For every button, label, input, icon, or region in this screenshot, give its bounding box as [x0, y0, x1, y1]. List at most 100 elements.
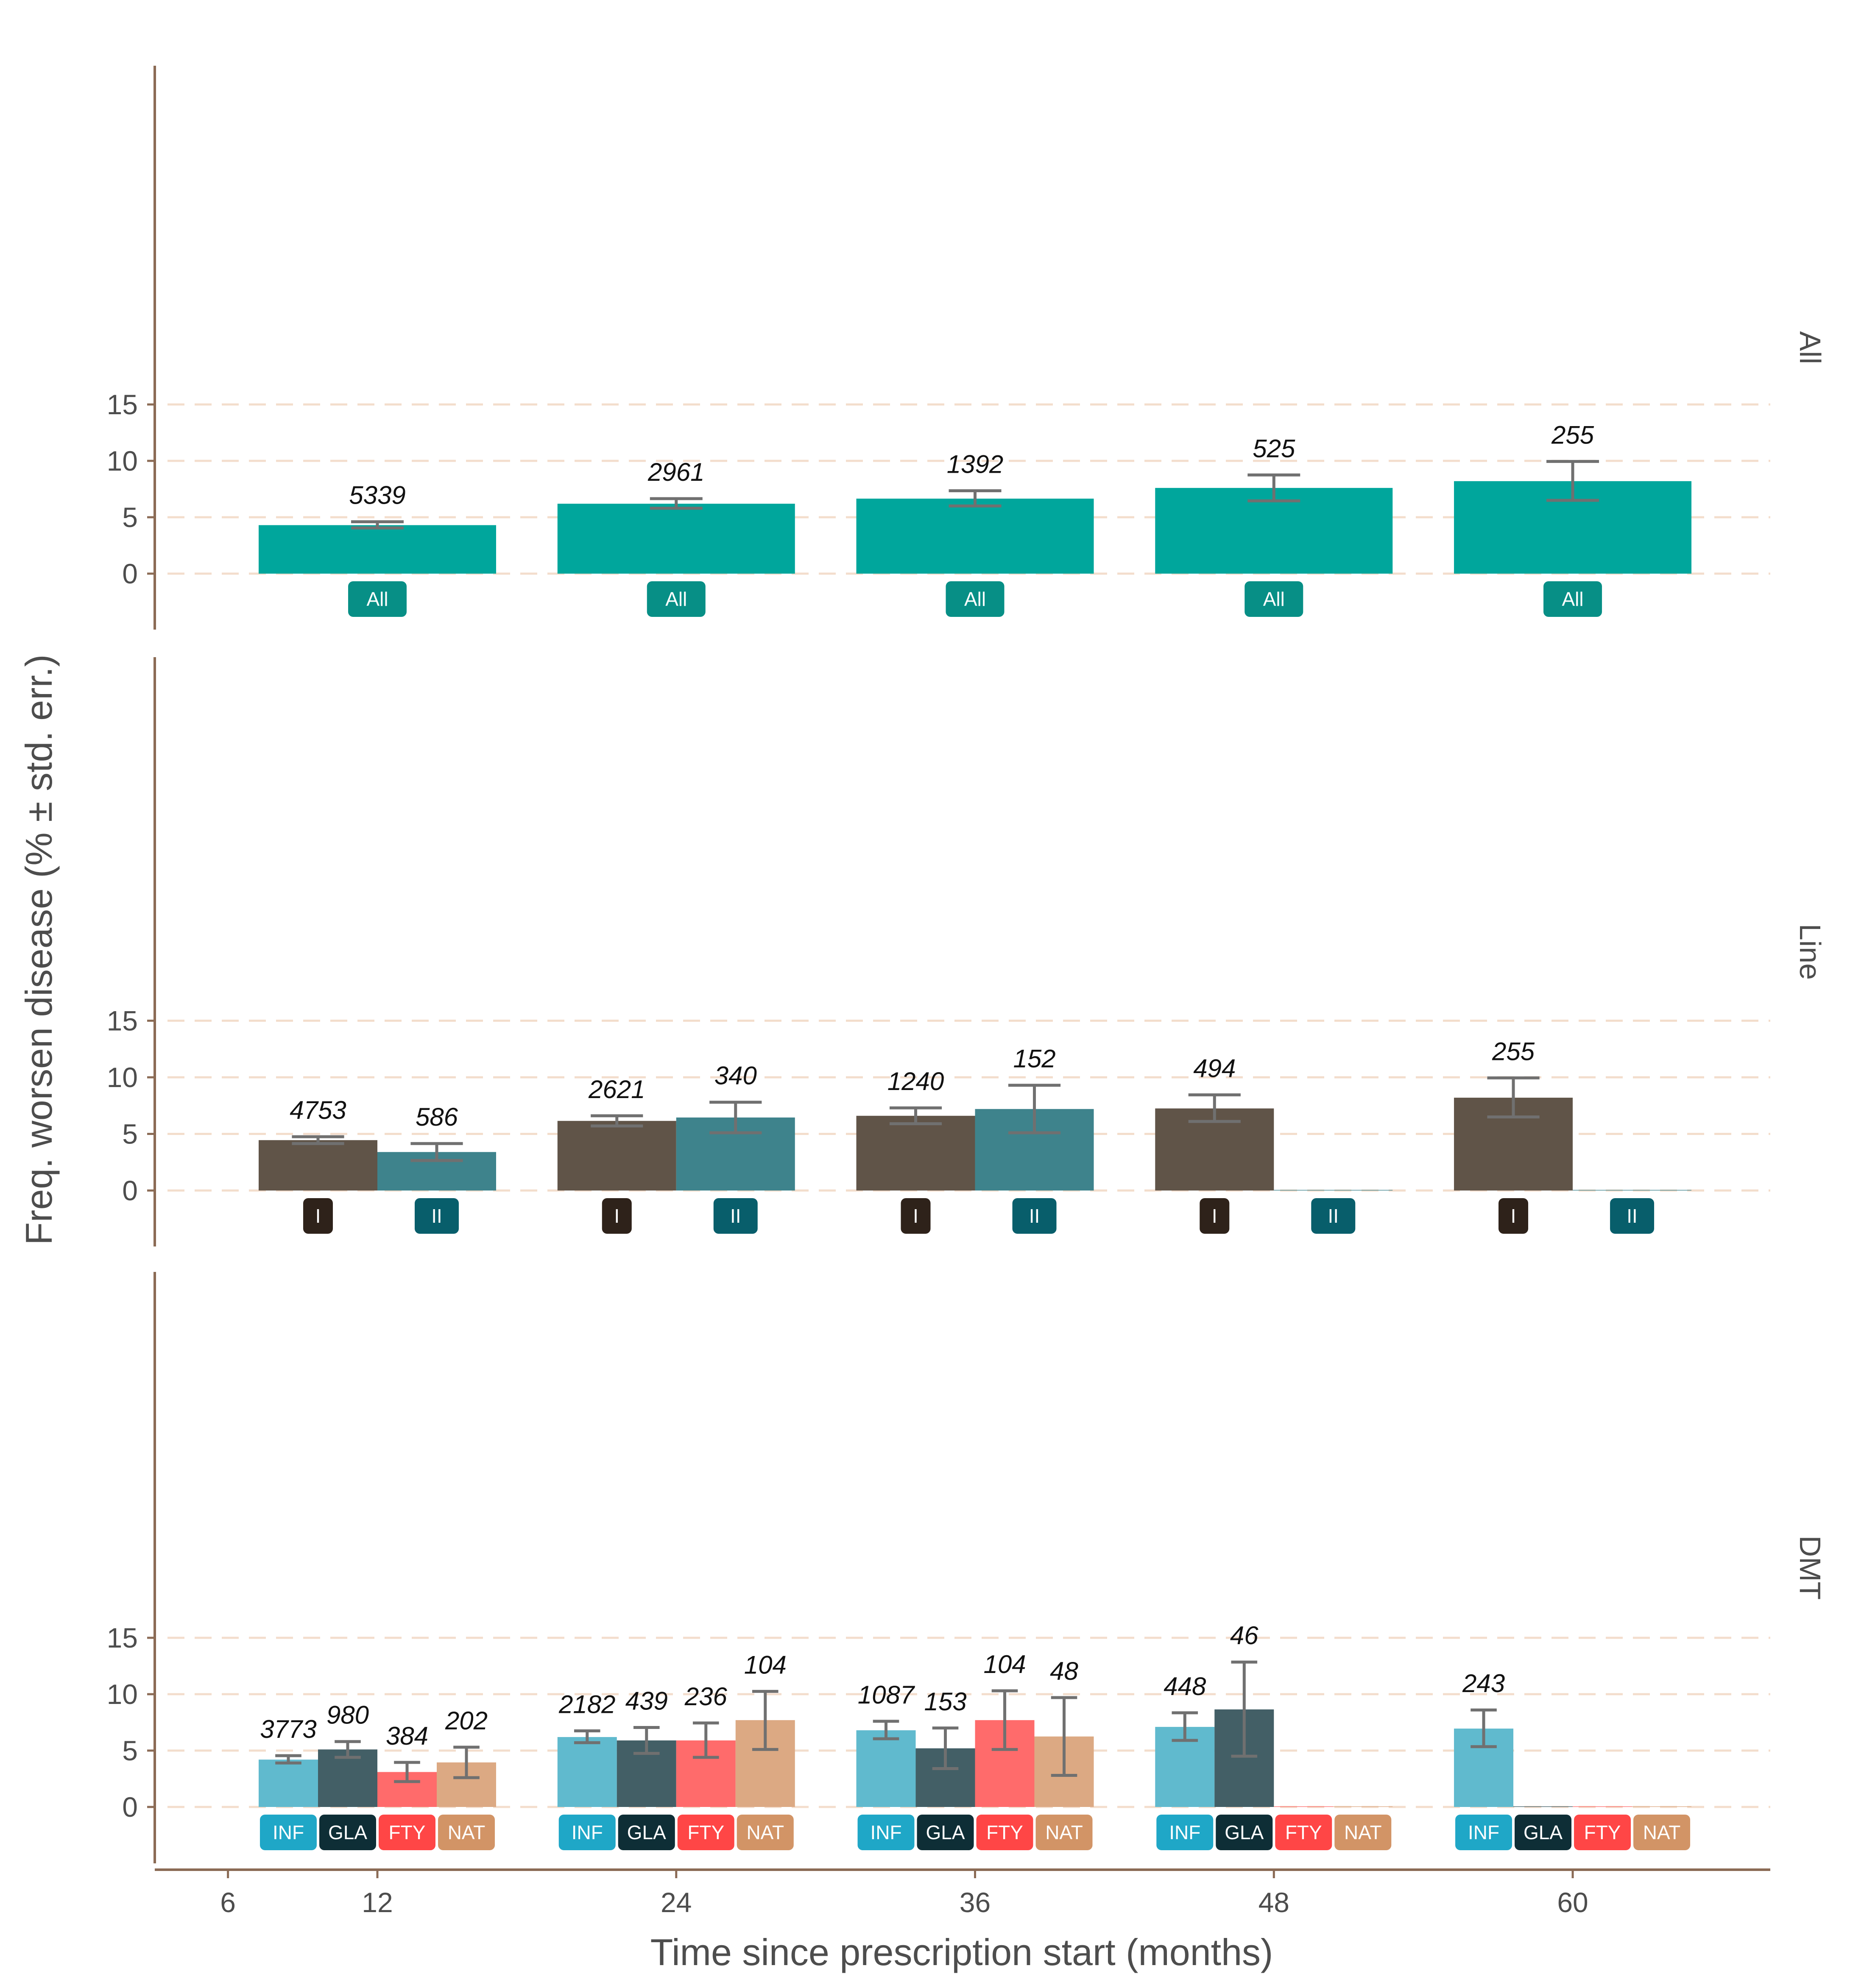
group-tag-label: GLA — [328, 1821, 367, 1843]
group-tag-label: All — [964, 588, 986, 610]
count-labels-layer: 5339 2961 1392 525 255 4753 586 2621 340 1240 152 4… — [260, 421, 1594, 1750]
group-tag-label: All — [366, 588, 388, 610]
group-tag-label: INF — [1169, 1821, 1200, 1843]
y-tick-label: 15 — [107, 1622, 138, 1653]
group-tag-nat — [1334, 1815, 1392, 1850]
group-tag-label: FTY — [687, 1821, 724, 1843]
group-tag-inf — [1156, 1815, 1214, 1850]
count-label: 236 — [684, 1682, 728, 1711]
y-tick-label: 0 — [122, 558, 138, 589]
count-label: 2961 — [647, 458, 704, 486]
count-label: 1087 — [858, 1681, 915, 1709]
group-tag-all — [946, 581, 1005, 617]
count-label: 2182 — [558, 1690, 615, 1718]
group-tag-ii — [713, 1198, 758, 1234]
group-tag-label: NAT — [448, 1821, 486, 1843]
count-label: 46 — [1230, 1621, 1258, 1650]
count-label: 494 — [1193, 1054, 1236, 1082]
group-tag-label: NAT — [746, 1821, 784, 1843]
group-tag-label: INF — [1468, 1821, 1499, 1843]
group-tag-inf — [260, 1815, 317, 1850]
group-tag-i — [303, 1198, 333, 1234]
group-tag-gla — [1515, 1815, 1572, 1850]
count-label: 153 — [924, 1687, 966, 1716]
group-tag-ii — [1610, 1198, 1655, 1234]
group-tag-inf — [857, 1815, 915, 1850]
bar-ii-48 — [1274, 1190, 1393, 1191]
group-tag-label: NAT — [1643, 1821, 1681, 1843]
group-tag-fty — [1574, 1815, 1631, 1850]
count-label: 104 — [983, 1650, 1026, 1679]
group-tag-fty — [677, 1815, 734, 1850]
group-tag-label: All — [665, 588, 687, 610]
axes-layer: 0 5 10 15 All 0 5 10 15 Line 0 5 10 15 DMT 6 12 24 36 48 60 — [107, 66, 1827, 1918]
y-tick-label: 10 — [107, 1062, 138, 1093]
panel-strip-label: Line — [1794, 924, 1827, 980]
error-bars-layer — [275, 460, 1599, 1783]
group-tag-label: FTY — [1584, 1821, 1621, 1843]
group-tag-label: FTY — [986, 1821, 1023, 1843]
bar-inf-36 — [856, 1730, 916, 1807]
group-tag-label: I — [614, 1205, 619, 1227]
count-label: 586 — [416, 1103, 458, 1131]
group-tag-gla — [1216, 1815, 1273, 1850]
group-tag-label: NAT — [1045, 1821, 1083, 1843]
bar-all-24 — [557, 504, 795, 574]
group-tag-nat — [438, 1815, 495, 1850]
group-tag-nat — [737, 1815, 794, 1850]
group-tag-fty — [976, 1815, 1033, 1850]
y-tick-label: 10 — [107, 445, 138, 477]
count-label: 980 — [326, 1701, 369, 1729]
panel-strip-label: DMT — [1794, 1536, 1827, 1600]
count-label: 3773 — [260, 1715, 316, 1743]
count-label: 4753 — [290, 1096, 346, 1124]
group-tag-all — [647, 581, 706, 617]
x-tick-label: 24 — [661, 1887, 692, 1918]
group-tag-gla — [319, 1815, 376, 1850]
group-tag-i — [1498, 1198, 1529, 1234]
group-tag-label: II — [431, 1205, 442, 1227]
count-label: 2621 — [588, 1075, 645, 1104]
group-tag-label: All — [1562, 588, 1583, 610]
bar-all-12 — [259, 525, 496, 574]
y-tick-label: 0 — [122, 1791, 138, 1823]
group-tag-nat — [1035, 1815, 1093, 1850]
group-tag-label: GLA — [926, 1821, 965, 1843]
count-label: 48 — [1050, 1657, 1078, 1685]
group-tag-inf — [558, 1815, 616, 1850]
group-tag-label: II — [1029, 1205, 1040, 1227]
group-tag-label: GLA — [1225, 1821, 1264, 1843]
group-tag-all — [1245, 581, 1303, 617]
group-tag-label: NAT — [1344, 1821, 1382, 1843]
group-tag-ii — [1012, 1198, 1057, 1234]
group-tag-label: All — [1263, 588, 1285, 610]
x-tick-label: 6 — [220, 1887, 236, 1918]
count-label: 202 — [445, 1706, 488, 1735]
count-label: 384 — [386, 1722, 428, 1750]
count-label: 340 — [714, 1062, 757, 1090]
group-tag-gla — [618, 1815, 675, 1850]
count-label: 104 — [744, 1651, 787, 1679]
bar-inf-24 — [557, 1737, 617, 1807]
count-label: 1240 — [887, 1067, 944, 1096]
y-tick-label: 10 — [107, 1679, 138, 1710]
group-tag-inf — [1455, 1815, 1512, 1850]
x-axis-title: Time since prescription start (months) — [650, 1931, 1273, 1973]
group-tag-label: GLA — [627, 1821, 666, 1843]
group-tag-fty — [1275, 1815, 1332, 1850]
count-label: 439 — [625, 1687, 668, 1715]
bars-layer — [259, 481, 1692, 1807]
group-tag-label: I — [1212, 1205, 1217, 1227]
bar-i-12 — [259, 1140, 377, 1191]
count-label: 1392 — [947, 450, 1003, 478]
group-tag-label: I — [1511, 1205, 1516, 1227]
group-tag-all — [1543, 581, 1602, 617]
count-label: 152 — [1013, 1045, 1055, 1073]
group-tag-fty — [379, 1815, 435, 1850]
y-axis-title: Freq. worsen disease (% ± std. err.) — [18, 654, 60, 1245]
count-label: 448 — [1164, 1672, 1206, 1701]
x-tick-label: 60 — [1557, 1887, 1588, 1918]
x-tick-label: 36 — [960, 1887, 991, 1918]
